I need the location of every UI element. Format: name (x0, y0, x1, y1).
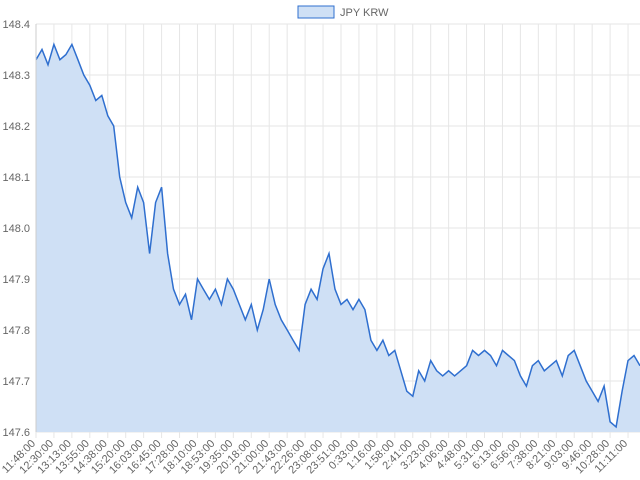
y-tick-label: 147.8 (2, 325, 30, 337)
y-tick-label: 147.7 (2, 376, 30, 388)
legend-label: JPY KRW (340, 7, 389, 19)
line (35, 42, 640, 429)
y-tick-label: 148.2 (2, 121, 30, 133)
area (36, 44, 640, 433)
y-tick-label: 148.4 (2, 19, 30, 31)
y-tick-label: 148.0 (2, 223, 30, 235)
legend-swatch (297, 5, 335, 19)
y-tick-label: 148.3 (2, 70, 30, 82)
y-tick-label: 147.6 (2, 427, 30, 439)
y-tick-label: 147.9 (2, 274, 30, 286)
y-tick-label: 148.1 (2, 172, 30, 184)
